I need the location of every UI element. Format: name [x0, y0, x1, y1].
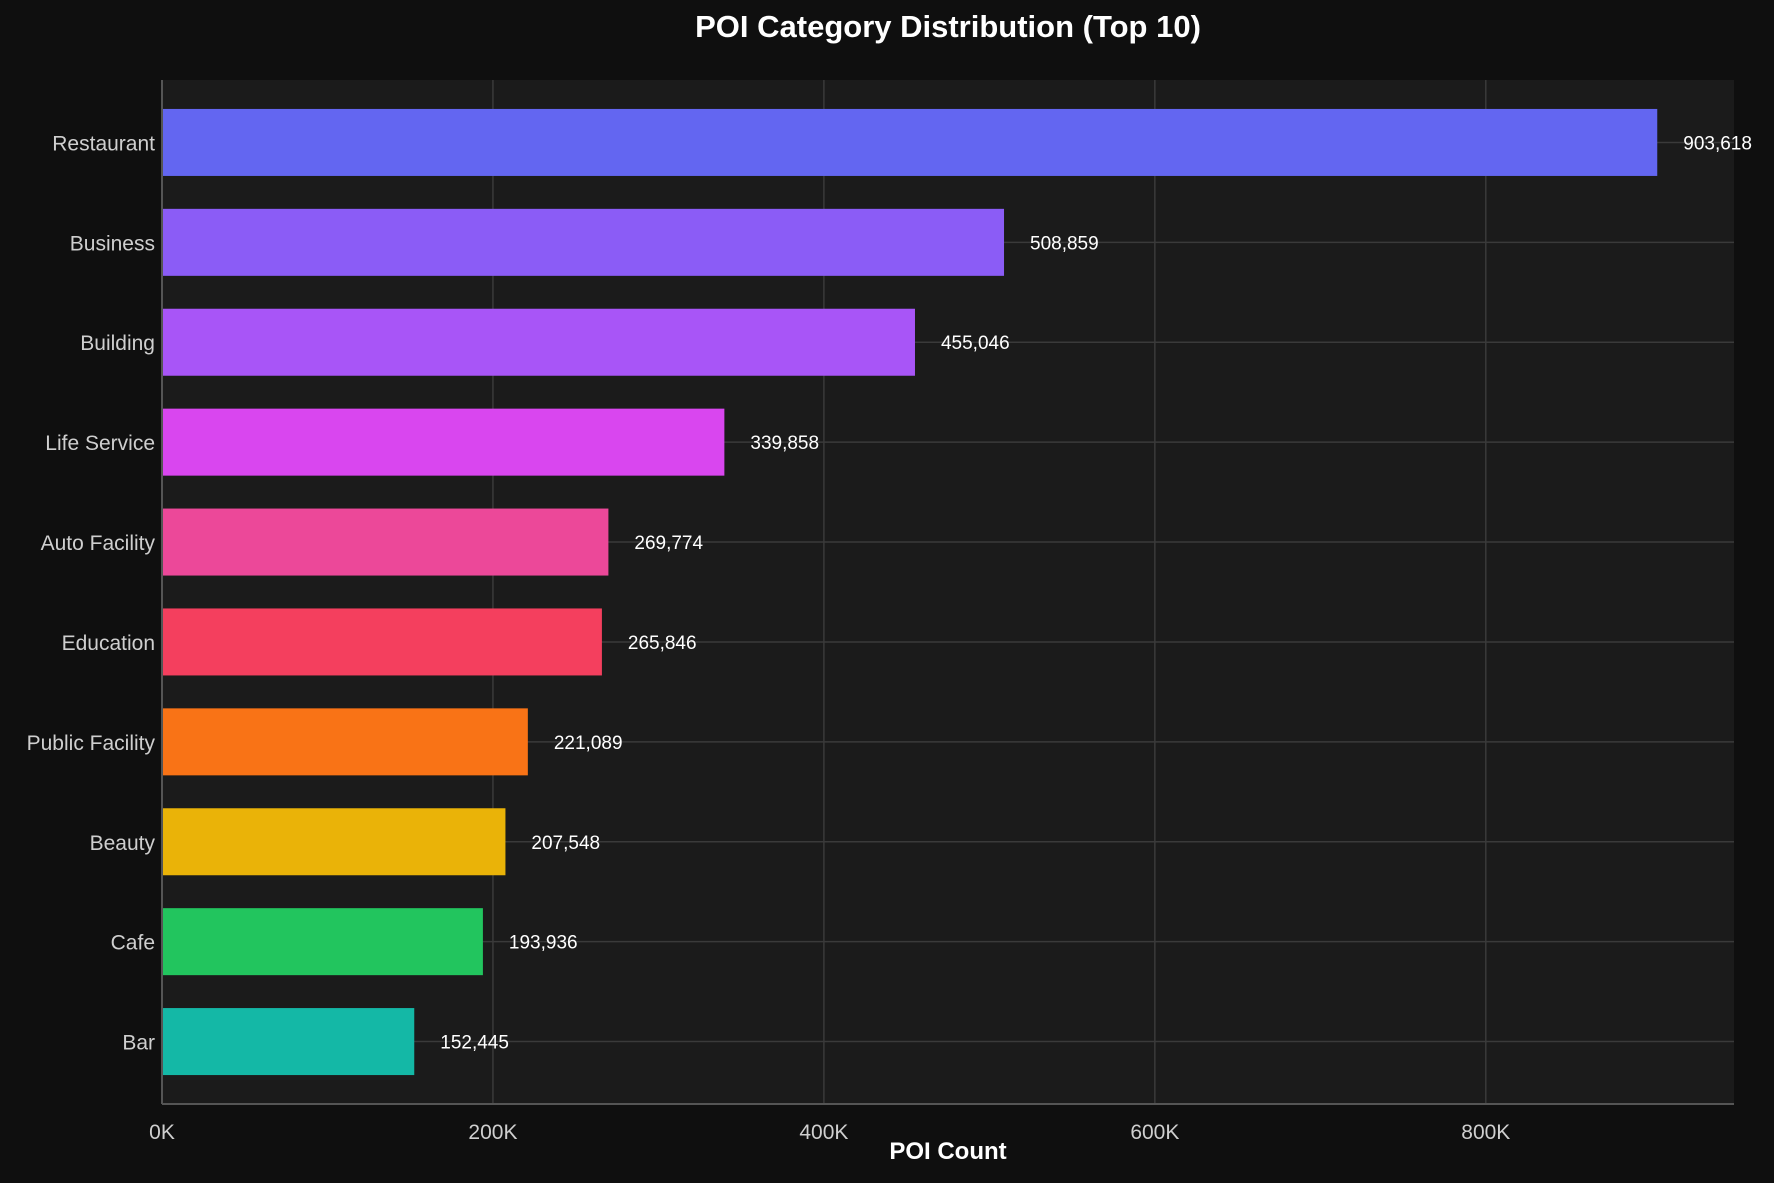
x-tick-label: 800K — [1461, 1121, 1510, 1144]
value-label: 152,445 — [440, 1033, 509, 1054]
value-label: 508,859 — [1030, 233, 1099, 254]
value-label: 269,774 — [634, 533, 703, 554]
bar-auto-facility — [162, 508, 609, 576]
value-label: 265,846 — [628, 633, 697, 654]
category-label: Life Service — [45, 432, 155, 455]
category-label: Bar — [122, 1032, 155, 1055]
bar-public-facility — [162, 708, 528, 776]
value-label: 221,089 — [554, 733, 623, 754]
bars — [162, 108, 1658, 1076]
chart-title: POI Category Distribution (Top 10) — [695, 9, 1201, 44]
x-axis-label: POI Count — [889, 1138, 1006, 1165]
value-label: 455,046 — [941, 333, 1010, 354]
value-label: 193,936 — [509, 933, 578, 954]
bar-education — [162, 608, 602, 676]
category-label: Education — [62, 632, 155, 655]
bar-life-service — [162, 408, 725, 476]
bar-beauty — [162, 808, 506, 876]
category-label: Restaurant — [52, 132, 155, 155]
x-tick-label: 0K — [149, 1121, 175, 1144]
category-label: Building — [80, 332, 155, 355]
x-tick-label: 400K — [799, 1121, 848, 1144]
axes: 0K 200K 400K 600K 800K Restaurant Business Buil… — [27, 80, 1734, 1144]
category-label: Public Facility — [27, 732, 156, 755]
x-tick-label: 600K — [1130, 1121, 1179, 1144]
category-label: Auto Facility — [41, 532, 156, 555]
value-labels: 903,618 508,859 455,046 339,858 269,774 265,8… — [440, 133, 1752, 1053]
category-label: Business — [70, 232, 155, 255]
bar-cafe — [162, 908, 483, 976]
bar-restaurant — [162, 108, 1658, 176]
value-label: 903,618 — [1683, 133, 1752, 154]
x-tick-label: 200K — [468, 1121, 517, 1144]
value-label: 339,858 — [750, 433, 819, 454]
value-label: 207,548 — [531, 833, 600, 854]
category-label: Beauty — [90, 832, 156, 855]
bar-bar — [162, 1008, 415, 1076]
bar-business — [162, 208, 1005, 276]
bar-building — [162, 308, 915, 376]
category-label: Cafe — [111, 932, 155, 955]
